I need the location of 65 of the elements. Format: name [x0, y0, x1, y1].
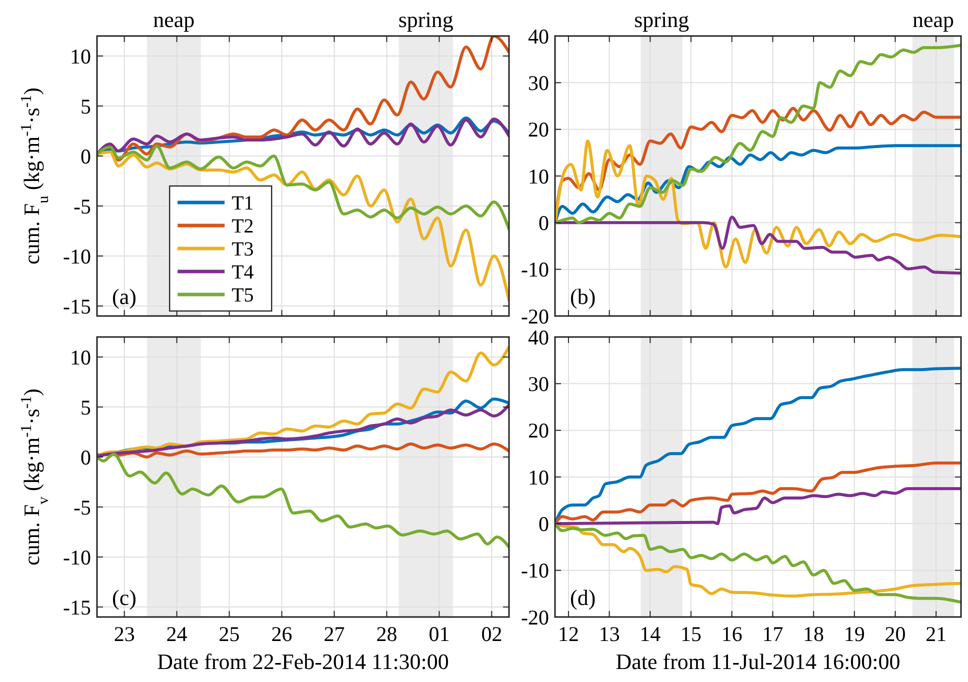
legend-label: T3 — [232, 238, 254, 260]
x-tick-label: 17 — [762, 622, 784, 646]
x-tick-label: 16 — [721, 622, 742, 646]
y-tick-label: 10 — [528, 164, 549, 188]
y-tick-label: 0 — [538, 211, 549, 236]
x-tick-label: 18 — [803, 622, 824, 646]
y-tick-label: 10 — [70, 44, 91, 68]
y-tick-label: 10 — [528, 465, 549, 490]
y-tick-label: 0 — [80, 445, 91, 470]
line-series — [555, 44, 961, 224]
legend-label: T4 — [232, 262, 254, 284]
y-tick-label: 40 — [528, 24, 549, 48]
x-tick-label: 02 — [481, 622, 502, 646]
y-tick-label: 5 — [80, 395, 91, 420]
x-tick-label: 21 — [926, 622, 947, 646]
y-tick-label: -5 — [74, 194, 91, 218]
y-tick-label: 30 — [528, 71, 549, 96]
annotation: (d) — [570, 585, 596, 610]
x-tick-label: 15 — [680, 622, 702, 646]
annotation: (a) — [112, 284, 136, 309]
x-tick-label: 27 — [324, 622, 345, 646]
y-tick-label: -10 — [63, 545, 91, 570]
line-series — [555, 216, 961, 275]
y-tick-label: 5 — [80, 94, 91, 118]
x-tick-label: 20 — [884, 622, 906, 646]
annotation: (c) — [112, 585, 136, 610]
y-tick-label: 0 — [538, 512, 549, 536]
line-series — [97, 442, 509, 458]
x-tick-label: 14 — [640, 622, 662, 646]
x-tick-label: 19 — [844, 622, 865, 646]
line-series — [97, 346, 509, 458]
legend-label: T1 — [232, 192, 254, 214]
x-tick-label: 24 — [166, 622, 188, 646]
x-tick-label: 26 — [271, 622, 292, 646]
y-tick-label: -20 — [521, 605, 549, 630]
y-tick-label: 0 — [80, 144, 91, 168]
legend-label: T2 — [232, 216, 254, 238]
line-series — [97, 404, 509, 458]
y-tick-label: 30 — [528, 372, 549, 396]
y-tick-label: -10 — [521, 558, 549, 583]
y-tick-label: -15 — [63, 595, 91, 620]
y-tick-label: -10 — [63, 244, 91, 268]
x-axis-title: Date from 11-Jul-2014 16:00:00 — [616, 649, 900, 674]
x-tick-label: 23 — [114, 622, 135, 646]
x-tick-label: 01 — [428, 622, 450, 646]
line-series — [555, 487, 961, 526]
line-series — [97, 144, 509, 230]
y-tick-label: 20 — [528, 118, 549, 142]
y-tick-label: -15 — [63, 294, 91, 318]
band-label: neap — [153, 7, 195, 32]
x-axis-title: Date from 22-Feb-2014 11:30:00 — [157, 649, 449, 674]
band-label: spring — [398, 7, 454, 32]
band-label: neap — [912, 7, 954, 32]
annotation: (b) — [570, 284, 596, 309]
y-tick-label: -5 — [74, 495, 91, 520]
legend-label: T5 — [232, 284, 254, 306]
x-tick-label: 13 — [598, 622, 620, 646]
y-tick-label: 20 — [528, 418, 549, 443]
x-tick-label: 25 — [218, 622, 240, 646]
band-label: spring — [634, 7, 690, 32]
x-tick-label: 12 — [558, 622, 579, 646]
y-tick-label: -10 — [521, 258, 549, 282]
y-tick-label: 10 — [70, 345, 91, 370]
x-tick-label: 28 — [376, 622, 398, 646]
line-series — [97, 452, 509, 548]
